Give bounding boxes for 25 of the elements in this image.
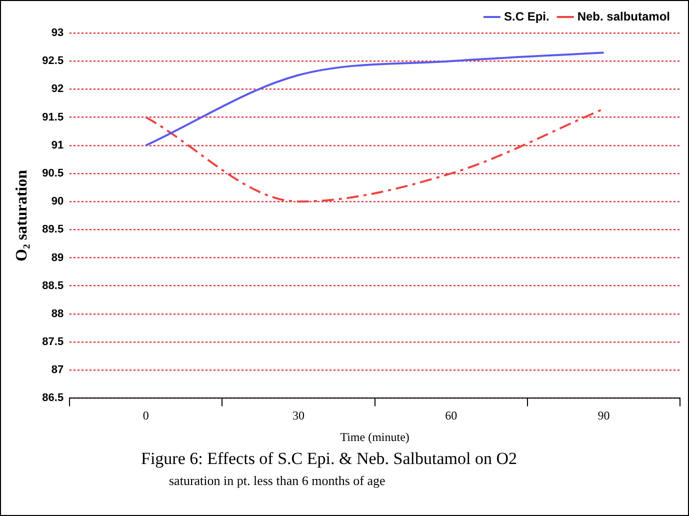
text: saturation in pt. less than 6 months of age <box>169 473 386 489</box>
line-series <box>144 52 605 146</box>
y-tick-label: 88 <box>51 308 64 320</box>
y-tick-label: 87.5 <box>42 336 64 348</box>
y-tick-label: 89 <box>51 252 64 264</box>
y-tick-label: 91 <box>51 139 64 152</box>
y-tick-label: 87 <box>51 364 64 376</box>
y-axis-title: O₂ saturation <box>14 170 31 262</box>
caption: Figure 6: Effects of S.C Epi. & Neb. Salbutamol on O2 <box>141 449 518 469</box>
x-axis-title: Time (minute) <box>340 430 410 444</box>
y-tick-label: 92 <box>51 83 64 96</box>
x-tick-label: 60 <box>445 408 458 423</box>
x-tick-label: 0 <box>142 408 149 423</box>
y-tick-label: 86.5 <box>42 392 64 404</box>
x-tick-label: 30 <box>292 408 305 423</box>
legend-label: S.C Epi. <box>504 9 550 24</box>
legend-label: Neb. salbutamol <box>577 9 670 24</box>
y-tick-label: 92.5 <box>42 55 64 68</box>
y-tick-label: 91.5 <box>42 111 64 124</box>
y-tick-label: 90.5 <box>42 167 64 180</box>
y-tick-label: 89.5 <box>42 224 64 236</box>
y-tick-label: 88.5 <box>42 280 64 292</box>
x-tick-label: 90 <box>598 408 610 423</box>
y-tick-label: 90 <box>51 196 64 208</box>
y-tick-label: 93 <box>51 27 64 40</box>
